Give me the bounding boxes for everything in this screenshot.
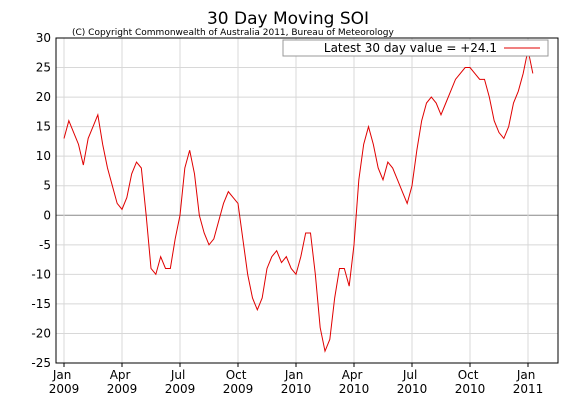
x-tick-label: Oct 2010 bbox=[455, 368, 486, 396]
y-tick-label: 0 bbox=[43, 208, 51, 222]
y-tick-label: -15 bbox=[31, 297, 51, 311]
legend-label: Latest 30 day value = +24.1 bbox=[324, 41, 497, 55]
x-tick-label: Oct 2009 bbox=[223, 368, 254, 396]
x-tick-label: Jan 2010 bbox=[281, 368, 312, 396]
y-tick-label: -20 bbox=[31, 326, 51, 340]
plot-frame bbox=[55, 37, 559, 364]
y-tick-label: 30 bbox=[36, 31, 51, 45]
y-tick-label: 20 bbox=[36, 90, 51, 104]
x-tick-label: Jan 2011 bbox=[513, 368, 544, 396]
y-tick-label: -10 bbox=[31, 267, 51, 281]
plot-area bbox=[56, 38, 558, 363]
x-tick-label: Jan 2009 bbox=[49, 368, 80, 396]
y-tick-label: 25 bbox=[36, 61, 51, 75]
y-tick-label: -5 bbox=[39, 238, 51, 252]
x-tick-label: Apr 2010 bbox=[339, 368, 370, 396]
chart-subtitle: (C) Copyright Commonwealth of Australia … bbox=[72, 28, 395, 38]
x-tick-label: Apr 2009 bbox=[107, 368, 138, 396]
legend-box bbox=[282, 39, 549, 57]
series-line bbox=[63, 49, 534, 353]
x-tick-label: Jul 2010 bbox=[397, 368, 428, 396]
y-tick-label: -25 bbox=[31, 356, 51, 370]
y-tick-label: 5 bbox=[43, 179, 51, 193]
y-tick-label: 10 bbox=[36, 149, 51, 163]
x-tick-label: Jul 2009 bbox=[165, 368, 196, 396]
y-tick-label: 15 bbox=[36, 120, 51, 134]
chart-title: 30 Day Moving SOI bbox=[207, 9, 369, 29]
